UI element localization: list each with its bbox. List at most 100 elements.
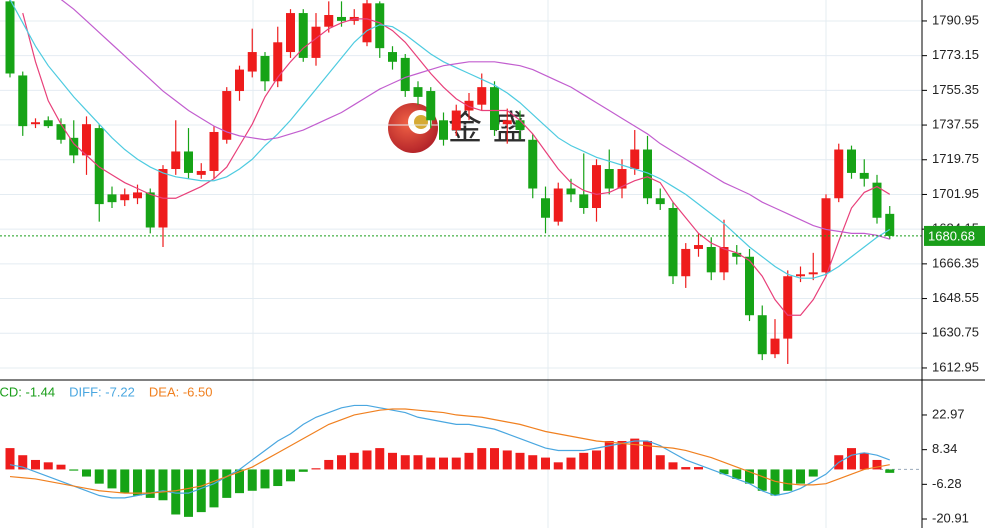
macd-bar: [796, 469, 805, 484]
candle-body: [82, 124, 91, 156]
candle-body: [286, 13, 295, 53]
macd-bar: [311, 468, 321, 470]
candle-body: [260, 55, 270, 82]
macd-bar: [298, 469, 308, 472]
line-series: [60, 0, 890, 240]
macd-bar: [553, 462, 563, 470]
y-tick-label: 1773.15: [932, 47, 979, 62]
y-tick-label: 1790.95: [932, 12, 979, 27]
macd-bar: [464, 452, 474, 470]
y-tick-label: 1612.95: [932, 359, 979, 374]
macd-bar: [133, 469, 142, 496]
macd-bar: [859, 452, 869, 470]
macd-bar: [18, 455, 28, 470]
macd-bar: [528, 455, 538, 470]
candle-body: [655, 198, 665, 205]
candle-body: [43, 120, 53, 127]
candle-body: [31, 122, 40, 125]
macd-bar: [145, 469, 155, 498]
candle-body: [834, 149, 844, 199]
candle-body: [745, 256, 754, 316]
candle-body: [515, 120, 525, 131]
macd-bar: [260, 469, 270, 489]
macd-bar: [337, 455, 346, 470]
y-tick-label: 1737.55: [932, 116, 979, 131]
candle-body: [502, 120, 512, 125]
y-tick-label: 22.97: [932, 406, 965, 421]
candle-body: [400, 57, 410, 92]
candle-body: [681, 248, 691, 277]
macd-bar: [757, 469, 767, 491]
macd-bar: [694, 467, 703, 470]
candle-body: [872, 182, 882, 218]
axis: 1790.95 1773.15 1755.35 1737.55 1719.75 1701.…: [922, 12, 985, 525]
y-tick-label: 1701.95: [932, 186, 979, 201]
macd-bar: [349, 452, 359, 470]
macd-bar: [222, 469, 232, 498]
candle-body: [617, 169, 627, 189]
candle-body: [247, 52, 257, 72]
candle-body: [145, 192, 155, 228]
macd-bar: [847, 448, 856, 470]
macd-bar: [286, 469, 295, 482]
candle-body: [196, 170, 206, 175]
candle-body: [885, 213, 895, 236]
candle-body: [757, 315, 767, 355]
macd-bar: [31, 459, 40, 470]
candle-body: [859, 172, 869, 179]
candle-body: [311, 26, 321, 58]
candle-body: [808, 272, 818, 275]
macd-bar: [43, 462, 53, 470]
macd-bar: [247, 469, 257, 491]
macd-bar: [196, 469, 206, 513]
candle-body: [324, 15, 334, 27]
macd-bar: [872, 459, 882, 470]
macd-bar: [502, 450, 512, 470]
candle-body: [388, 52, 397, 62]
macd-bar: [719, 469, 729, 475]
candle-body: [541, 198, 550, 218]
macd-bar: [617, 440, 627, 470]
candle-body: [337, 16, 346, 21]
candle-body: [694, 245, 703, 249]
y-tick-label: 1630.75: [932, 325, 979, 340]
candle-body: [133, 192, 142, 199]
line-series: [9, 408, 890, 494]
last-price-box: [924, 225, 985, 246]
y-tick-label: 1666.35: [932, 255, 979, 270]
candle-body: [184, 151, 193, 173]
plot: [0, 0, 922, 517]
last-price-label: 1680.68: [928, 228, 975, 243]
legend-entry: MACD: -1.44: [0, 384, 55, 399]
y-tick-label: 8.34: [932, 441, 957, 456]
macd-bar: [808, 469, 818, 477]
candle-body: [107, 194, 117, 203]
macd-bar: [592, 450, 601, 470]
macd-bar: [94, 469, 104, 484]
candle-body: [413, 87, 423, 97]
candle-body: [298, 13, 308, 58]
candle-body: [592, 165, 601, 209]
candle-body: [643, 149, 652, 199]
candle-body: [171, 151, 181, 170]
macd-bar: [82, 469, 91, 477]
candle-body: [770, 338, 780, 355]
macd-bar: [630, 438, 640, 470]
candle-body: [490, 87, 499, 131]
macd-bar: [681, 467, 691, 470]
macd-bar: [69, 469, 79, 471]
macd-bar: [732, 469, 742, 479]
legend-entry: DIFF: -7.22: [69, 384, 135, 399]
macd-bar: [362, 450, 372, 470]
macd-bar: [388, 452, 397, 470]
candle-body: [426, 91, 436, 121]
legend-entry: DEA: -6.50: [149, 384, 213, 399]
macd-bar: [400, 455, 410, 470]
candle-body: [222, 91, 232, 140]
candle-body: [719, 246, 729, 273]
macd-bar: [120, 469, 130, 494]
macd-bar: [668, 462, 678, 470]
candle-body: [668, 208, 678, 277]
candle-body: [796, 274, 805, 277]
